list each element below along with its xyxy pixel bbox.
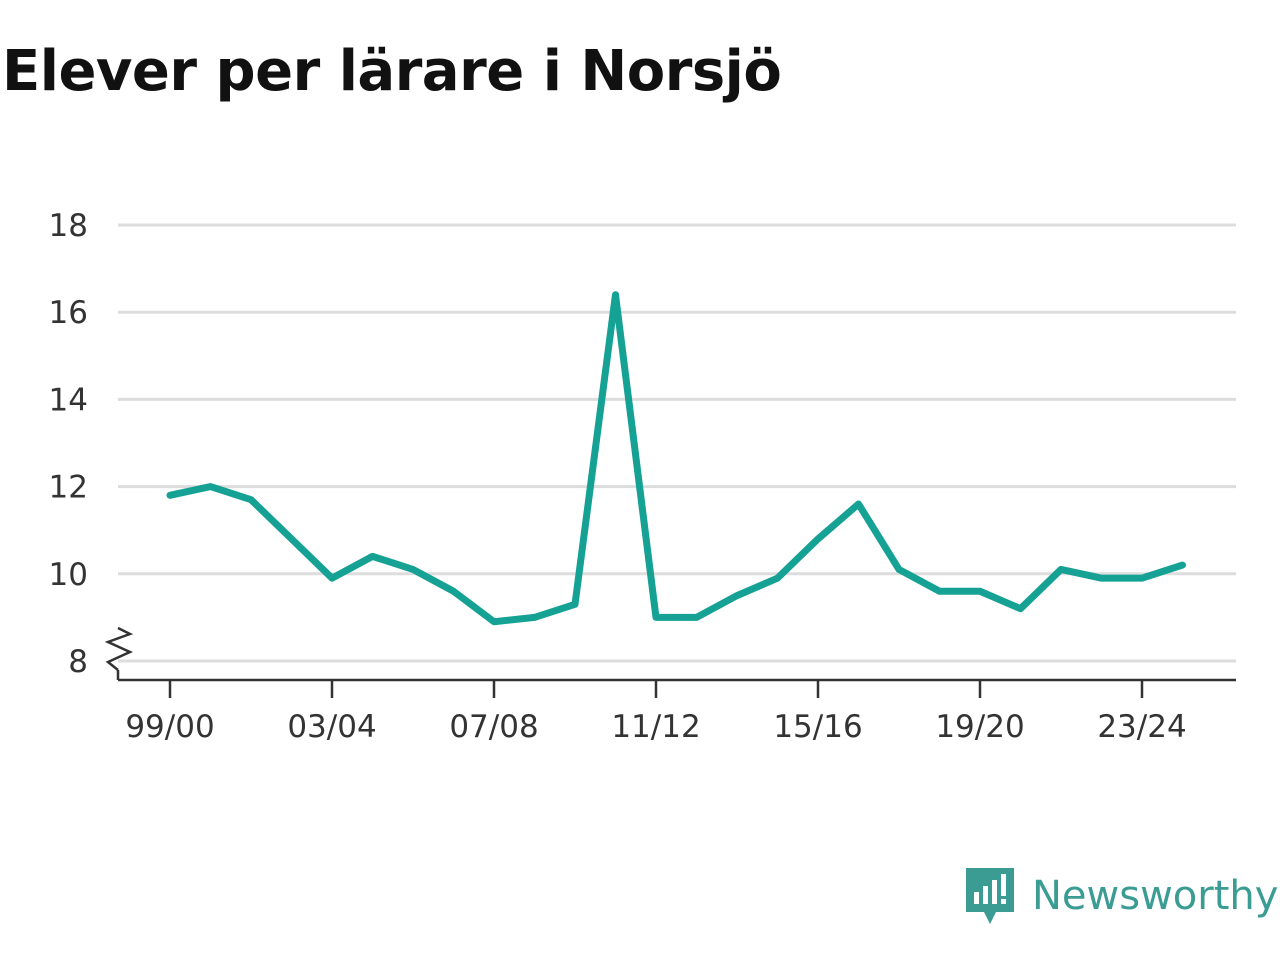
series-line-0 xyxy=(166,291,1186,626)
x-tick-label-11-12: 11/12 xyxy=(611,709,700,745)
x-tick-label-23-24: 23/24 xyxy=(1097,709,1186,745)
y-tick-label-10: 10 xyxy=(49,557,88,593)
x-tick-label-19-20: 19/20 xyxy=(935,709,1024,745)
axis-break-zigzag xyxy=(104,626,134,671)
series-group xyxy=(166,291,1186,626)
brand-name: Newsworthy xyxy=(1032,873,1279,919)
y-tick-label-14: 14 xyxy=(49,382,88,418)
x-tick-label-07-08: 07/08 xyxy=(449,709,538,745)
x-axis: 99/00 03/04 07/08 11/12 15/16 19/20 23/24 xyxy=(104,626,1236,745)
newsworthy-logo-icon xyxy=(966,868,1014,924)
y-tick-label-12: 12 xyxy=(49,470,88,506)
y-tick-label-18: 18 xyxy=(49,208,88,244)
x-tick-label-99-00: 99/00 xyxy=(125,709,214,745)
gridlines xyxy=(118,223,1236,663)
y-tick-label-16: 16 xyxy=(49,295,88,331)
x-tick-label-03-04: 03/04 xyxy=(287,709,376,745)
x-tick-label-15-16: 15/16 xyxy=(773,709,862,745)
y-axis-ticks: 8 10 12 14 16 18 xyxy=(49,208,88,680)
brand-mark: Newsworthy xyxy=(964,864,1278,928)
y-tick-label-8: 8 xyxy=(68,644,88,680)
chart-title: Elever per lärare i Norsjö xyxy=(2,39,782,104)
